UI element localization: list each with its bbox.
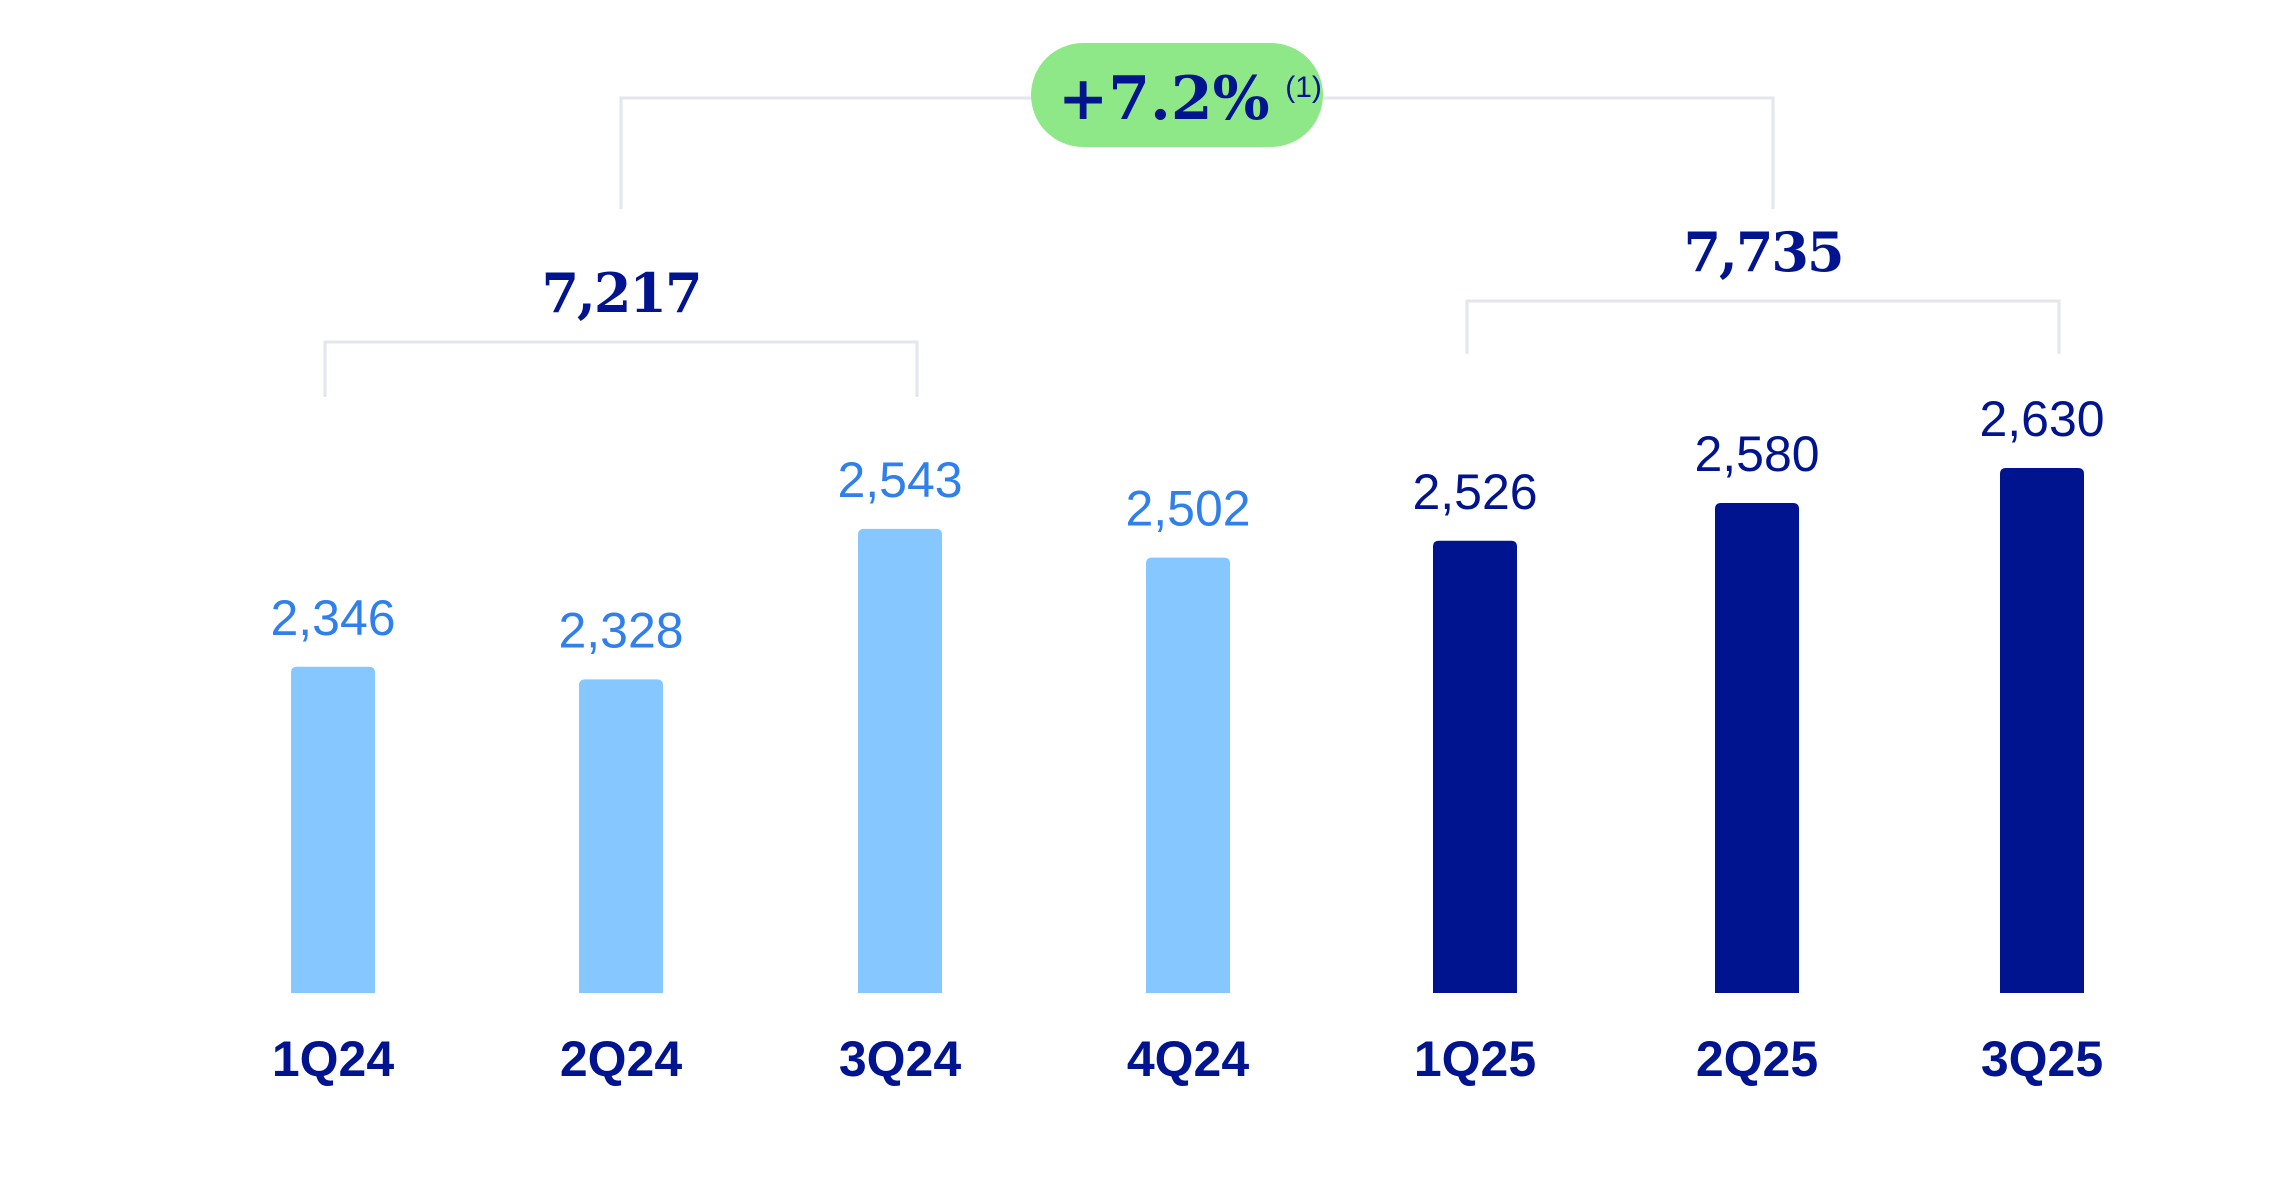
value-label: 2,346 [270, 590, 395, 646]
bar-3Q25 [2000, 468, 2084, 993]
group-bracket [323, 340, 919, 397]
category-label: 2Q25 [1696, 1031, 1818, 1087]
badge-value: +7.2% [1058, 64, 1270, 134]
bar-1Q24 [291, 666, 375, 993]
value-label: 2,580 [1694, 426, 1819, 482]
bar-3Q24 [858, 528, 942, 993]
category-label: 2Q24 [560, 1031, 683, 1087]
group-total: 7,735 [1683, 220, 1842, 284]
category-label: 1Q24 [272, 1031, 395, 1087]
bar-2Q24 [579, 679, 663, 993]
bar-4Q24 [1146, 557, 1230, 993]
value-label: 2,526 [1412, 464, 1537, 520]
bar-2Q25 [1715, 503, 1799, 993]
badge-footnote: (1) [1285, 71, 1322, 104]
group-total: 7,217 [541, 261, 700, 325]
group-bracket [1465, 299, 2061, 354]
value-label: 2,543 [837, 452, 962, 508]
category-label: 3Q25 [1981, 1031, 2103, 1087]
bar-1Q25 [1433, 540, 1517, 993]
value-label: 2,502 [1125, 481, 1250, 537]
value-label: 2,328 [558, 602, 683, 658]
value-label: 2,630 [1979, 391, 2104, 447]
category-label: 1Q25 [1414, 1031, 1536, 1087]
svg-text:+7.2% (1): +7.2% (1) [1058, 64, 1322, 134]
category-label: 4Q24 [1127, 1031, 1250, 1087]
category-label: 3Q24 [839, 1031, 962, 1087]
comparison-badge: +7.2% (1) [1031, 43, 1323, 147]
badge-background [1031, 43, 1323, 147]
